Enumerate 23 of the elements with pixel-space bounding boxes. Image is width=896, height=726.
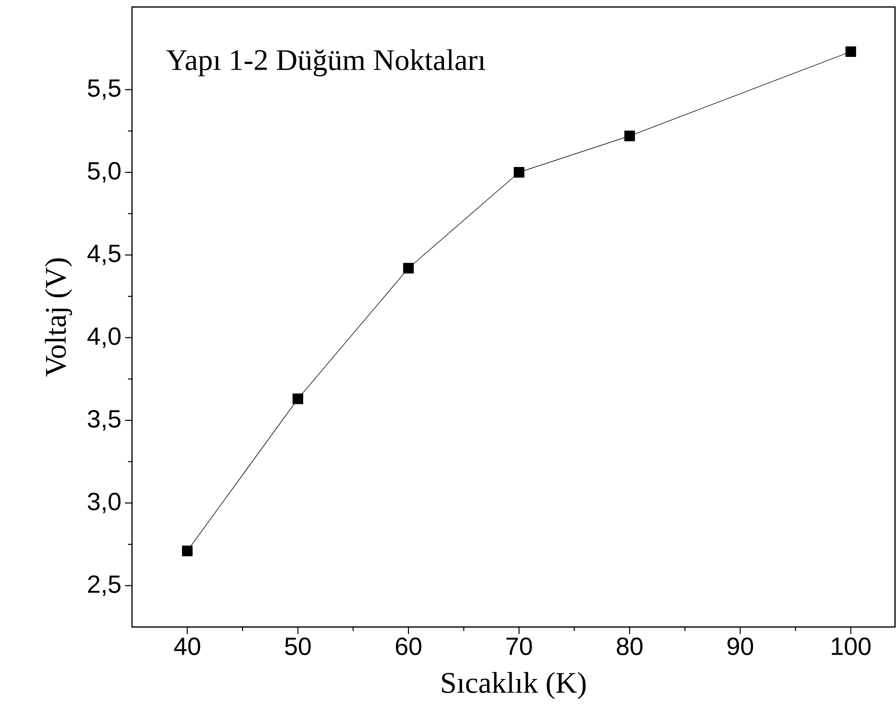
x-tick-label: 90: [728, 638, 754, 656]
point: [292, 394, 304, 404]
x-tick-label: 40: [174, 638, 200, 656]
y-tick-label: 2,5: [88, 575, 120, 596]
x-tick-label: 70: [506, 638, 532, 656]
y-tick-label: 4,5: [87, 244, 120, 266]
x-tick-label: 60: [396, 638, 422, 656]
point: [514, 167, 524, 178]
x-axis-title: Sıcaklık (K): [442, 672, 586, 700]
point: [624, 130, 635, 142]
annotation: Yapı 1-2 Düğüm Noktaları: [166, 49, 486, 76]
x-tick-label: 50: [285, 638, 311, 656]
y-tick-label: 5,5: [88, 79, 120, 100]
y-tick-label: 4,0: [87, 327, 121, 348]
y-axis-title: Voltaj (V): [44, 258, 72, 377]
y-tick-label: 3,0: [88, 492, 121, 514]
point: [182, 546, 193, 556]
y-tick-label: 3,5: [88, 410, 120, 431]
y-tick-label: 5,0: [88, 162, 121, 183]
point: [403, 262, 414, 274]
point: [845, 46, 856, 57]
x-tick-label: 100: [832, 638, 871, 656]
x-tick-label: 80: [616, 638, 642, 656]
